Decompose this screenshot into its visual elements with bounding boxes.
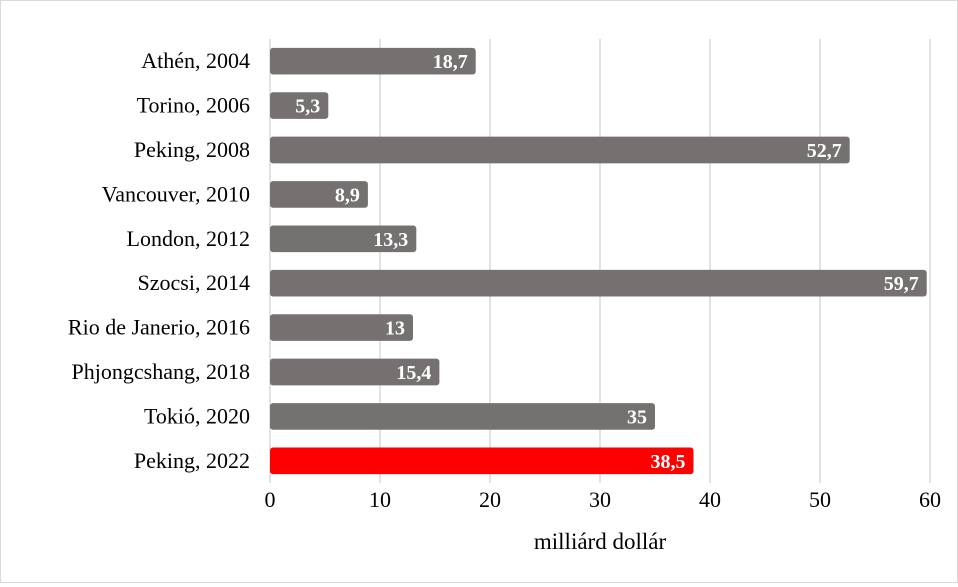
category-label: Phjongcshang, 2018 <box>72 359 250 384</box>
bar-value-label: 38,5 <box>651 451 686 473</box>
bar-value-label: 13 <box>385 318 405 340</box>
bar-value-label: 18,7 <box>433 51 468 73</box>
category-label: Szocsi, 2014 <box>138 270 250 295</box>
bar-value-label: 52,7 <box>807 140 842 162</box>
bar-value-label: 35 <box>627 406 647 428</box>
bar-value-label: 8,9 <box>335 184 360 206</box>
category-label: Vancouver, 2010 <box>102 181 250 206</box>
x-tick-label: 40 <box>699 487 721 512</box>
bar <box>270 314 413 341</box>
bar <box>270 225 417 253</box>
bar-value-label: 15,4 <box>396 362 431 384</box>
category-label: Tokió, 2020 <box>144 403 250 428</box>
bar-value-label: 5,3 <box>295 96 320 118</box>
x-axis-title: milliárd dollár <box>534 529 667 554</box>
x-tick-label: 50 <box>809 487 831 512</box>
data-labels: 18,7 5,3 52,7 8,9 13,3 59,7 13 15,4 35 38,5 <box>295 51 918 473</box>
bar <box>270 92 329 119</box>
x-tick-label: 0 <box>265 487 276 512</box>
x-tick-label: 30 <box>589 487 611 512</box>
category-labels: Athén, 2004 Torino, 2006 Peking, 2008 Vanco… <box>68 48 250 473</box>
x-tick-label: 10 <box>369 487 391 512</box>
bar <box>270 136 850 164</box>
x-tick-labels: 0 10 20 30 40 50 60 <box>265 487 942 512</box>
bar <box>270 358 440 386</box>
bar <box>270 181 368 208</box>
category-label: Rio de Janerio, 2016 <box>68 315 250 340</box>
category-label: London, 2012 <box>127 226 250 251</box>
x-tick-label: 60 <box>919 487 941 512</box>
bar <box>270 269 927 297</box>
category-label: Peking, 2022 <box>134 448 250 473</box>
bar-value-label: 59,7 <box>884 273 919 295</box>
category-label: Athén, 2004 <box>141 48 250 73</box>
bar <box>270 403 655 430</box>
gridlines <box>269 39 931 483</box>
bar <box>270 447 694 475</box>
bar <box>270 47 476 75</box>
bars <box>270 47 927 475</box>
x-tick-label: 20 <box>479 487 501 512</box>
category-label: Torino, 2006 <box>137 93 250 118</box>
category-label: Peking, 2008 <box>134 137 250 162</box>
bar-value-label: 13,3 <box>373 229 408 251</box>
